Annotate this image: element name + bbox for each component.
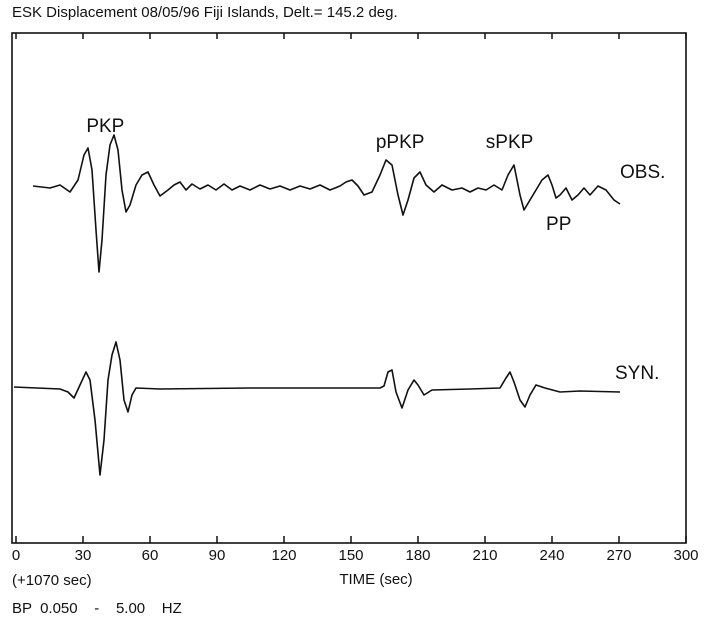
phase-label: sPKP (486, 132, 534, 153)
x-tick-label: 300 (673, 547, 698, 564)
x-tick-label: 210 (472, 547, 497, 564)
x-tick-label: 180 (405, 547, 430, 564)
x-tick-label: 30 (75, 547, 92, 564)
x-tick-label: 240 (539, 547, 564, 564)
x-tick-label: 270 (606, 547, 631, 564)
syn-trace (13, 341, 621, 476)
x-tick-label: 150 (338, 547, 363, 564)
trace-label: SYN. (615, 363, 659, 384)
trace-label: OBS. (620, 162, 665, 183)
time-offset: (+1070 sec) (12, 572, 92, 589)
x-tick-label: 120 (271, 547, 296, 564)
phase-label: PP (546, 214, 571, 235)
filter-label: BP 0.050 - 5.00 HZ (12, 600, 182, 617)
phase-label: PKP (86, 116, 124, 137)
chart-title: ESK Displacement 08/05/96 Fiji Islands, … (12, 4, 398, 21)
x-tick-label: 90 (209, 547, 226, 564)
obs-trace (32, 134, 621, 273)
x-tick-label: 60 (142, 547, 159, 564)
plot-frame (11, 32, 687, 544)
x-axis-label: TIME (sec) (339, 571, 412, 588)
x-tick-label: 0 (12, 547, 20, 564)
phase-label: pPKP (376, 132, 425, 153)
